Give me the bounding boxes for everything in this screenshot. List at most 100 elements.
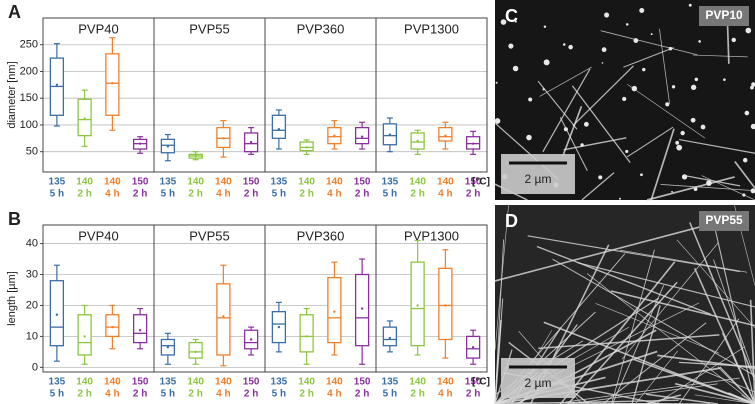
particle <box>562 43 566 46</box>
x-tick-label: 150 <box>354 177 371 188</box>
nanowire <box>721 332 755 404</box>
x-unit: [°C] <box>472 377 490 388</box>
group-label: PVP40 <box>78 21 118 36</box>
x-tick-label: 140 <box>104 377 121 388</box>
particle <box>583 121 589 127</box>
mean <box>222 137 225 140</box>
panel-letter: A <box>8 2 21 22</box>
x-tick-label: 135 <box>49 177 66 188</box>
particle <box>744 110 750 116</box>
particle <box>598 175 603 180</box>
x-tick-label: 150 <box>243 377 260 388</box>
mean <box>444 134 447 137</box>
mean <box>166 145 170 148</box>
nanowire <box>577 262 755 308</box>
nanowire <box>494 367 721 404</box>
group-label: PVP55 <box>189 228 229 243</box>
x-tick-label: 140 <box>409 177 426 188</box>
y-tick-label: 40 <box>26 237 38 249</box>
particle <box>690 117 696 123</box>
mean <box>305 335 308 338</box>
y-tick-label: 50 <box>26 146 38 158</box>
x-tick-label: 135 <box>382 177 399 188</box>
box <box>354 273 370 347</box>
scale-label: 2 µm <box>525 376 552 390</box>
particle <box>500 19 507 25</box>
nanowire <box>659 28 670 104</box>
sample-label: PVP10 <box>705 8 743 22</box>
particle <box>625 149 629 154</box>
mean <box>416 304 419 307</box>
x-tick-label: 140 <box>215 177 232 188</box>
x-tick-label: 135 <box>271 177 288 188</box>
nanowire <box>552 258 755 377</box>
particle <box>750 123 755 130</box>
x-tick-label: 135 <box>160 377 177 388</box>
mean <box>471 346 475 349</box>
box <box>410 261 425 347</box>
mean <box>111 82 114 85</box>
box <box>49 280 65 347</box>
mean <box>388 336 392 340</box>
particle <box>650 33 653 36</box>
mean <box>471 142 475 145</box>
particle <box>494 118 501 124</box>
mean <box>166 346 170 349</box>
particle <box>742 193 746 197</box>
particle <box>698 40 701 43</box>
nanowire <box>559 261 676 404</box>
nanowire <box>726 23 730 64</box>
nanowire <box>569 383 718 404</box>
nanowire <box>612 285 665 404</box>
nanowire <box>655 346 746 404</box>
group-label: PVP55 <box>189 21 229 36</box>
particle <box>508 43 514 49</box>
box <box>271 114 287 139</box>
box <box>327 276 342 344</box>
mean <box>222 315 225 318</box>
nanowire <box>602 322 707 404</box>
y-tick-label: 10 <box>26 330 38 342</box>
x-tick-label: 2 h <box>299 389 313 400</box>
x-tick-label: 2 h <box>244 189 258 200</box>
y-tick-label: 0 <box>32 361 38 373</box>
particle <box>528 97 533 102</box>
particle <box>671 85 676 89</box>
nanowire <box>572 65 634 127</box>
mean <box>360 307 364 310</box>
x-tick-label: 5 h <box>50 189 64 200</box>
x-tick-label: 2 h <box>244 389 258 400</box>
mean <box>194 350 197 354</box>
x-tick-label: 4 h <box>105 189 119 200</box>
x-tick-label: 2 h <box>355 189 369 200</box>
nanowire <box>627 84 706 139</box>
particle <box>514 20 517 23</box>
y-axis-label: length [µm] <box>6 271 18 326</box>
particle <box>640 173 643 177</box>
particle <box>604 12 610 18</box>
particle <box>542 88 545 91</box>
box <box>188 341 203 359</box>
particle <box>622 96 627 102</box>
particle <box>601 47 607 53</box>
particle <box>750 188 755 194</box>
x-tick-label: 2 h <box>77 389 91 400</box>
x-tick-label: 150 <box>132 377 149 388</box>
x-tick-label: 5 h <box>161 389 175 400</box>
box <box>77 314 92 356</box>
y-tick-label: 250 <box>20 39 38 51</box>
box <box>105 314 120 338</box>
box <box>132 314 148 344</box>
x-tick-label: 150 <box>465 377 482 388</box>
particle <box>543 25 547 28</box>
particle <box>512 65 519 72</box>
x-tick-label: 5 h <box>50 389 64 400</box>
x-tick-label: 135 <box>160 177 177 188</box>
x-tick-label: 135 <box>382 377 399 388</box>
group-label: PVP40 <box>78 228 118 243</box>
x-tick-label: 150 <box>132 177 149 188</box>
nanowire <box>712 221 755 404</box>
x-tick-label: 2 h <box>410 389 424 400</box>
panel-letter: D <box>505 211 518 231</box>
